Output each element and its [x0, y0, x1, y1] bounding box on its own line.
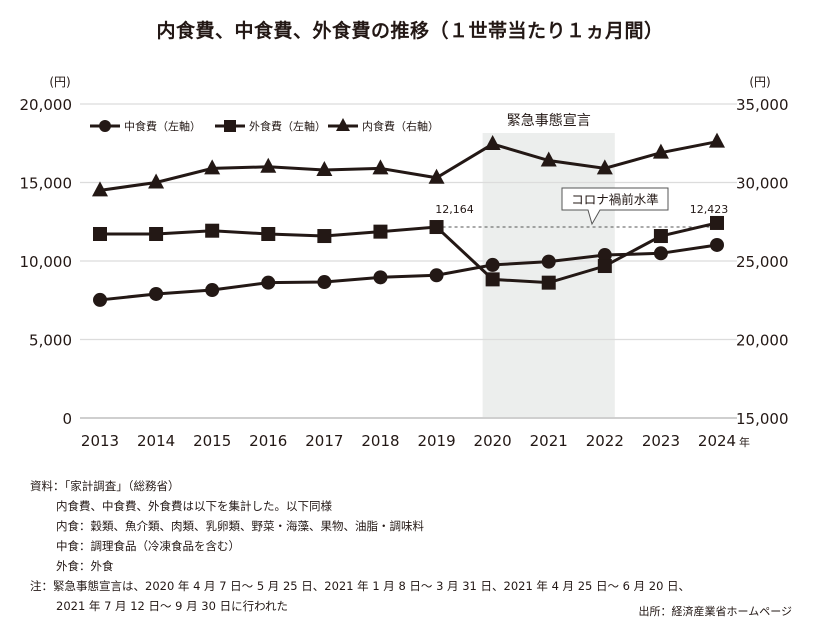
data-point-circle — [373, 270, 388, 285]
data-point-triangle — [148, 173, 165, 189]
data-point-triangle — [428, 168, 445, 184]
series-line-triangle — [99, 140, 718, 192]
credit: 出所：経済産業省ホームページ — [638, 605, 792, 618]
x-axis-unit: 年 — [739, 435, 750, 449]
data-label-2024: 12,423 — [690, 203, 729, 216]
data-point-square — [205, 223, 220, 238]
callout-box — [561, 187, 669, 226]
chart-title: 内食費、中食費、外食費の推移（１世帯当たり１ヵ月間） — [156, 20, 664, 42]
data-point-square — [429, 220, 444, 235]
note-line: 内食費、中食費、外食費は以下を集計した。以下同様 — [56, 499, 332, 513]
right-tick-label: 25,000 — [736, 253, 789, 271]
x-tick-label: 2018 — [361, 432, 399, 450]
x-tick-label: 2019 — [417, 432, 455, 450]
left-tick-label: 10,000 — [20, 253, 73, 271]
emergency-label: 緊急事態宣言 — [507, 113, 591, 129]
data-point-square — [93, 226, 107, 241]
series-line-square — [100, 221, 718, 285]
data-point-circle — [485, 257, 500, 272]
data-label-2019: 12,164 — [435, 203, 474, 216]
data-point-square — [149, 226, 164, 241]
note-emergency-cont: 2021 年 7 月 12 日～ 9 月 30 日に行われた — [56, 599, 288, 613]
left-axis-unit: (円) — [49, 75, 70, 89]
right-tick-label: 35,000 — [736, 96, 789, 114]
data-point-triangle — [484, 135, 501, 151]
data-point-circle — [597, 248, 612, 263]
data-point-circle — [429, 268, 444, 283]
left-tick-label: 15,000 — [20, 175, 73, 193]
x-tick-label: 2013 — [81, 432, 119, 450]
note-line: 中食：調理食品（冷凍食品を含む） — [56, 539, 240, 553]
data-point-circle — [149, 286, 164, 301]
note-emergency: 注：緊急事態宣言は、2020 年 4 月 7 日～ 5 月 25 日、2021 … — [30, 579, 691, 593]
legend-label: 内食費（右軸） — [362, 119, 439, 133]
notes: 資料：「家計調査」（総務省） 内食費、中食費、外食費は以下を集計した。以下同様 … — [30, 476, 690, 616]
x-tick-label: 2022 — [586, 432, 624, 450]
left-tick-label: 5,000 — [29, 332, 72, 350]
legend-marker-triangle — [336, 118, 350, 131]
data-point-square — [485, 272, 500, 287]
data-point-triangle — [652, 143, 669, 159]
data-point-square — [597, 259, 612, 274]
data-point-square — [373, 224, 388, 239]
data-point-triangle — [316, 160, 333, 176]
x-tick-label: 2014 — [137, 432, 175, 450]
callout-label: コロナ禍前水準 — [571, 192, 659, 207]
data-point-triangle — [540, 151, 557, 167]
right-axis-unit: (円) — [749, 75, 770, 89]
data-point-square — [710, 215, 724, 230]
data-point-square — [653, 229, 668, 244]
data-point-square — [317, 229, 332, 244]
data-point-triangle — [204, 159, 221, 175]
data-point-square — [261, 226, 276, 241]
x-tick-label: 2016 — [249, 432, 287, 450]
data-point-circle — [205, 283, 220, 298]
series-line-circle — [99, 243, 718, 302]
legend-marker-circle — [99, 120, 111, 132]
data-point-triangle — [260, 157, 277, 173]
x-tick-label: 2021 — [530, 432, 568, 450]
line-chart: 緊急事態宣言 0 15,000 5,000 20,000 10,000 25,000 15,0… — [20, 75, 789, 450]
x-tick-label: 2020 — [474, 432, 512, 450]
data-point-square — [541, 275, 556, 290]
emergency-shaded-region — [482, 133, 615, 418]
x-tick-label: 2017 — [305, 432, 343, 450]
legend-label: 外食費（左軸） — [249, 119, 326, 133]
right-tick-label: 30,000 — [736, 175, 789, 193]
note-line: 内食：穀類、魚介類、肉類、乳卵類、野菜・海藻、果物、油脂・調味料 — [56, 519, 424, 533]
right-tick-label: 15,000 — [736, 410, 789, 428]
data-point-triangle — [596, 159, 613, 175]
legend-marker-square — [224, 120, 236, 132]
data-point-triangle — [92, 181, 108, 197]
left-tick-label: 20,000 — [20, 96, 73, 114]
data-point-circle — [710, 237, 724, 252]
left-tick-label: 0 — [62, 410, 72, 428]
x-tick-label: 2015 — [193, 432, 231, 450]
data-point-circle — [93, 292, 107, 307]
data-point-circle — [541, 254, 556, 269]
data-point-triangle — [372, 159, 389, 175]
x-tick-label: 2023 — [642, 432, 680, 450]
data-point-circle — [317, 275, 332, 290]
right-tick-label: 20,000 — [736, 332, 789, 350]
data-point-triangle — [709, 132, 725, 148]
x-tick-label: 2024 — [698, 432, 736, 450]
data-point-circle — [653, 246, 668, 261]
note-source: 資料：「家計調査」（総務省） — [30, 479, 180, 493]
data-point-circle — [261, 275, 276, 290]
note-line: 外食：外食 — [56, 559, 114, 573]
legend-label: 中食費（左軸） — [124, 119, 201, 133]
